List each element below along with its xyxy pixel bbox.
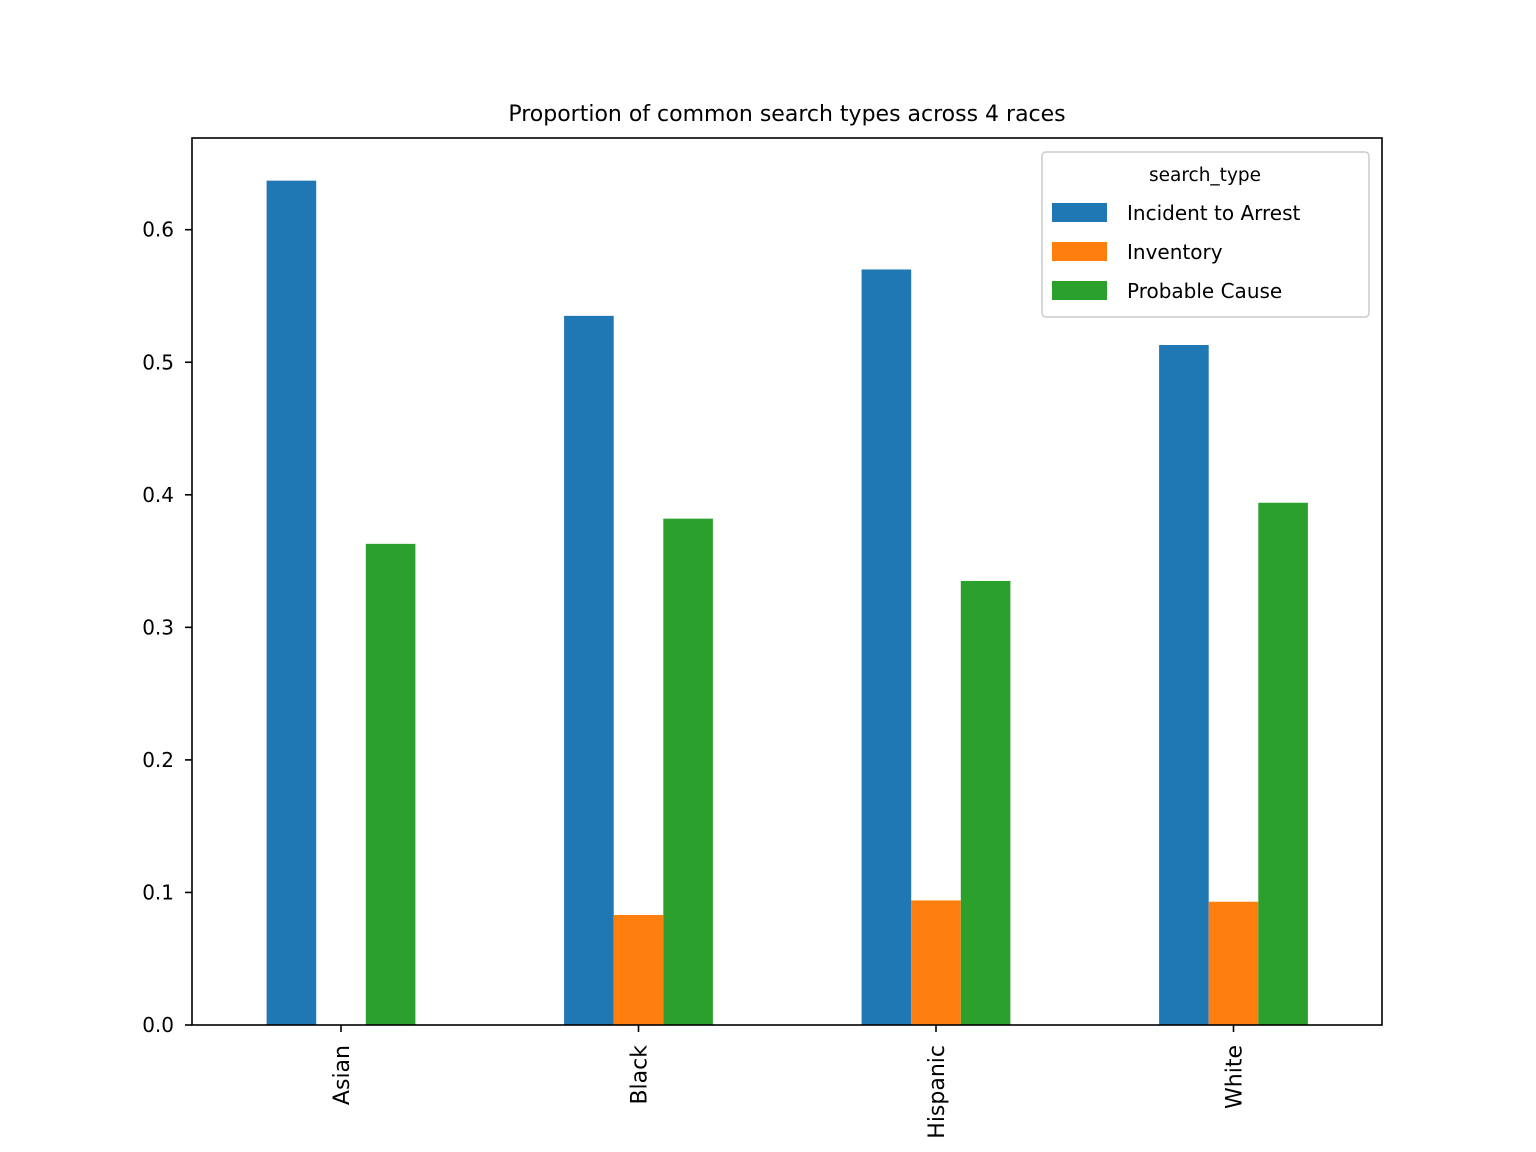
y-tick-label: 0.1 (142, 880, 174, 904)
y-tick-label: 0.5 (142, 350, 174, 374)
bar-group (266, 180, 1308, 1026)
bar-probable-cause-black (663, 518, 713, 1025)
bar-probable-cause-hispanic (960, 580, 1011, 1025)
y-tick-label: 0.0 (142, 1013, 174, 1037)
legend-swatch-incident-to-arrest (1052, 203, 1107, 222)
bar-inventory-white (1208, 901, 1259, 1025)
x-axis: Asian Black Hispanic White (330, 1025, 1248, 1139)
legend-box (1041, 151, 1370, 318)
bar-inventory-black (613, 914, 664, 1025)
bar-incident-to-arrest-asian (266, 180, 317, 1025)
x-tick-label-hispanic: Hispanic (925, 1045, 950, 1139)
legend-items: Incident to Arrest Inventory Probable Caus… (1052, 201, 1300, 303)
bar-incident-to-arrest-white (1159, 345, 1209, 1025)
legend-title: search_type (1149, 165, 1261, 186)
legend-swatch-probable-cause (1052, 281, 1107, 300)
x-tick-label-white: White (1223, 1045, 1248, 1109)
bar-inventory-hispanic (911, 900, 961, 1025)
y-tick-label: 0.6 (142, 218, 174, 242)
y-tick-label: 0.2 (142, 748, 174, 772)
legend-label-incident-to-arrest: Incident to Arrest (1127, 201, 1300, 225)
y-tick-label: 0.4 (142, 483, 174, 507)
chart-title: Proportion of common search types across… (508, 102, 1065, 127)
legend-swatch-inventory (1052, 242, 1107, 261)
plot-frame (191, 137, 1383, 1026)
x-tick-label-asian: Asian (330, 1045, 355, 1105)
bar-probable-cause-asian (365, 543, 416, 1025)
legend-label-probable-cause: Probable Cause (1127, 279, 1282, 303)
y-axis: 0.0 0.1 0.2 0.3 0.4 0.5 0.6 (142, 218, 192, 1037)
bar-incident-to-arrest-black (564, 315, 614, 1025)
bar-incident-to-arrest-hispanic (861, 269, 912, 1026)
legend-label-inventory: Inventory (1127, 240, 1223, 264)
legend: search_type Incident to Arrest Inventory P… (1041, 151, 1370, 318)
x-tick-label-black: Black (628, 1045, 653, 1105)
y-tick-label: 0.3 (142, 615, 174, 639)
bar-probable-cause-white (1258, 502, 1308, 1025)
